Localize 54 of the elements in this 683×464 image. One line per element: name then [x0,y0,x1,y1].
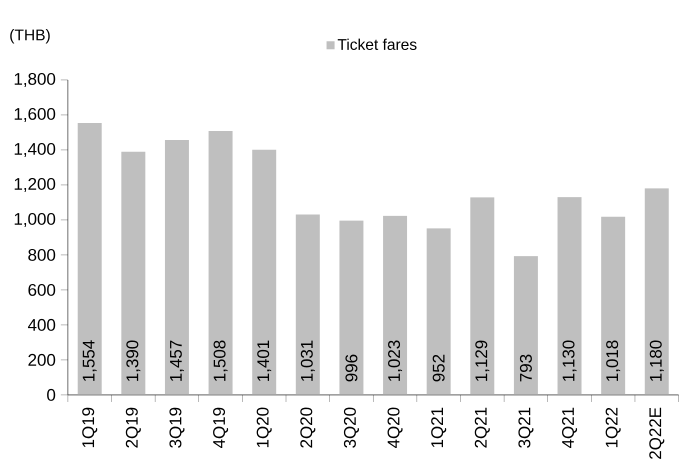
data-label: 1,130 [562,340,577,381]
x-tick-label: 1Q19 [82,408,98,448]
y-tick-label: 600 [28,284,56,296]
data-label: 1,023 [388,340,402,381]
data-label: 1,180 [650,340,664,381]
data-label: 1,390 [126,340,140,381]
bar [121,152,146,395]
x-tick-label: 3Q20 [344,408,359,448]
x-tick-label: 4Q19 [213,408,228,448]
x-tick-label: 2Q20 [300,408,316,448]
y-tick-label: 1,000 [14,212,56,227]
x-tick-label: 4Q21 [562,408,578,448]
bar [296,214,320,395]
y-axis-title: (THB) [10,28,50,44]
x-tick-label: 1Q21 [431,408,446,448]
x-tick-label: 4Q20 [388,408,403,448]
bar [470,197,494,395]
x-tick-label: 2Q21 [474,408,490,448]
y-tick-label: 400 [28,318,56,331]
data-label: 1,031 [300,340,315,381]
y-tick-label: 1,400 [14,142,56,157]
bar [252,150,276,395]
data-label: 1,508 [214,340,228,381]
bar [208,131,233,395]
bar [339,220,364,395]
data-label: 793 [520,354,532,382]
y-tick-label: 1,800 [14,72,56,87]
legend-label: Ticket fares [338,38,417,50]
bar [78,122,102,395]
x-tick-label: 2Q22E [649,408,664,459]
data-label: 952 [432,354,445,382]
bar [558,197,582,395]
y-tick-label: 0 [47,388,56,401]
y-tick-label: 800 [28,248,56,261]
data-label: 996 [345,354,358,382]
data-label: 1,401 [257,340,272,381]
bar [426,228,451,395]
bar [514,256,538,395]
data-label: 1,457 [170,340,184,381]
y-tick-label: 1,200 [14,178,56,192]
data-label: 1,018 [606,340,620,381]
x-tick-label: 1Q20 [256,408,272,448]
x-tick-label: 3Q21 [518,408,534,448]
x-tick-label: 1Q22 [606,408,621,448]
bar [601,216,626,395]
bar [383,216,408,395]
x-tick-label: 2Q19 [126,408,141,448]
data-label: 1,554 [82,340,97,381]
data-label: 1,129 [475,340,490,381]
y-tick-label: 200 [28,354,56,366]
bar [164,140,189,395]
y-tick-label: 1,600 [14,108,56,122]
bar [644,188,669,395]
x-tick-label: 3Q19 [169,408,184,448]
